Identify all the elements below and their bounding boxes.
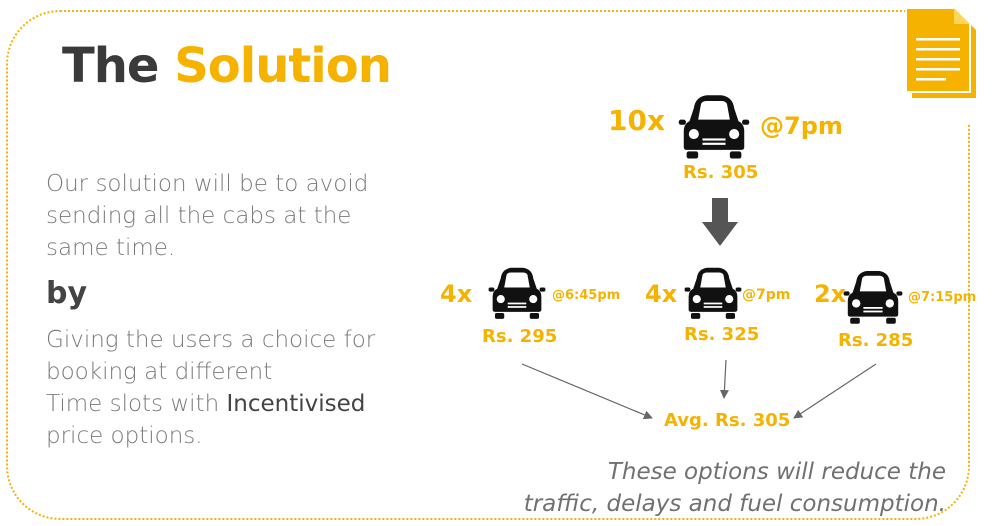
option-1-count: 4x [440, 280, 473, 308]
arrow-down-icon [702, 198, 738, 246]
option-3-count: 2x [814, 280, 847, 308]
description-line-5: booking at different [46, 359, 273, 385]
footnote-line-2: traffic, delays and fuel consumption. [523, 491, 946, 517]
footnote-line-1: These options will reduce the [607, 459, 946, 485]
top-time: @7pm [760, 112, 843, 140]
description-line-3: same time. [46, 235, 176, 261]
description-block-2: Giving the users a choice for booking at… [46, 324, 375, 452]
average-price: Avg. Rs. 305 [664, 410, 791, 431]
description-line-7: price options. [46, 423, 203, 449]
title-part-2: Solution [174, 38, 392, 94]
description-block-1: Our solution will be to avoid sending al… [46, 168, 368, 264]
option-2-price: Rs. 325 [684, 324, 760, 345]
dotted-frame [6, 10, 970, 520]
option-1-time: @6:45pm [552, 288, 621, 303]
by-label: by [46, 276, 88, 311]
title-part-1: The [62, 38, 159, 94]
description-line-4: Giving the users a choice for [46, 327, 376, 353]
option-2-time: @7pm [742, 287, 791, 303]
page-title: The Solution [62, 38, 392, 94]
document-icon [902, 7, 980, 104]
option-2-count: 4x [645, 280, 678, 308]
description-line-6-bold: Incentivised [226, 391, 366, 417]
option-3-price: Rs. 285 [838, 330, 914, 351]
option-1-price: Rs. 295 [482, 326, 558, 347]
top-count: 10x [608, 104, 666, 137]
description-line-2: sending all the cabs at the [46, 203, 352, 229]
option-3-time: @7:15pm [908, 290, 977, 305]
description-line-1: Our solution will be to avoid [46, 171, 369, 197]
footnote: These options will reduce the traffic, d… [524, 456, 946, 520]
description-line-6-prefix: Time slots with [46, 391, 220, 417]
top-price: Rs. 305 [683, 162, 759, 183]
